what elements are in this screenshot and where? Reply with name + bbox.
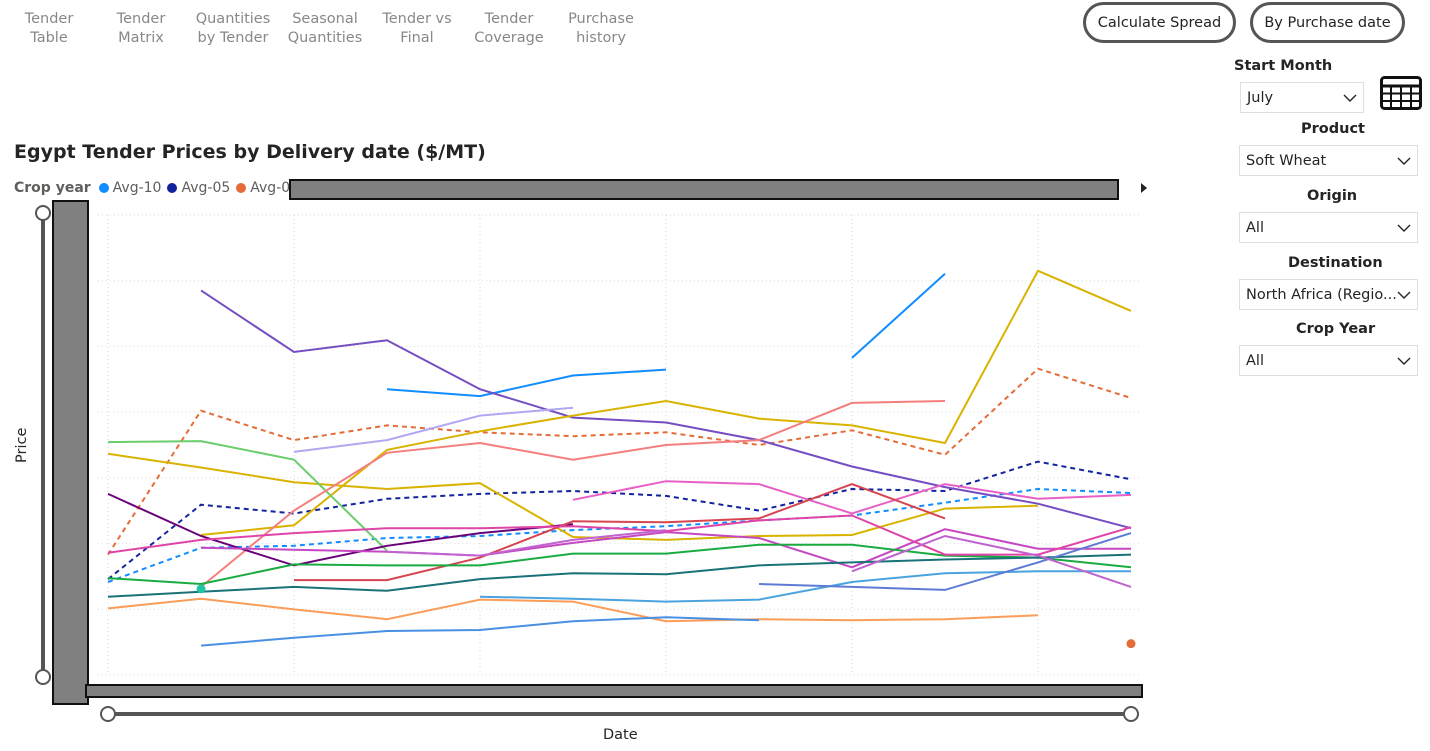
series-line-21[interactable]: [851, 534, 1132, 588]
series-line-15[interactable]: [107, 553, 1132, 598]
legend-label: Avg-03: [250, 180, 300, 196]
x-axis-title: Date: [603, 727, 638, 743]
calendar-table-icon[interactable]: [1380, 76, 1422, 110]
tab-line2: Final: [400, 30, 434, 46]
chevron-down-icon: [1397, 224, 1411, 232]
series-line-7[interactable]: [107, 440, 388, 552]
legend-dot: [167, 183, 178, 193]
start-month-value: July: [1247, 89, 1274, 106]
series-line-1[interactable]: [107, 460, 1132, 580]
series-line-11[interactable]: [107, 492, 574, 567]
tab-line2: Quantities: [287, 30, 363, 46]
legend-item[interactable]: Avg-03: [236, 180, 299, 196]
start-month-dropdown[interactable]: July: [1240, 82, 1364, 113]
series-line-3[interactable]: [851, 272, 946, 359]
data-point-marker-0[interactable]: [196, 584, 206, 594]
series-line-5[interactable]: [107, 452, 1039, 541]
chevron-down-icon: [1397, 291, 1411, 299]
series-line-20[interactable]: [200, 616, 760, 647]
tab-line1: Tender: [116, 11, 166, 27]
tab-seasonal-quantities[interactable]: Seasonal Quantities: [279, 10, 371, 48]
tab-line2: Table: [30, 30, 68, 46]
crop-year-dropdown[interactable]: All: [1239, 345, 1418, 376]
tab-line2: Coverage: [474, 30, 544, 46]
origin-dropdown[interactable]: All: [1239, 212, 1418, 243]
legend-label: Avg-10: [112, 180, 162, 196]
tab-quantities-by-tender[interactable]: Quantities by Tender: [187, 10, 279, 48]
legend-scrollbar[interactable]: [289, 179, 1119, 200]
y-range-slider[interactable]: [32, 203, 54, 687]
legend-label: Avg-05: [181, 180, 231, 196]
chart-title: Egypt Tender Prices by Delivery date ($/…: [14, 141, 486, 163]
series-line-13[interactable]: [200, 528, 1131, 569]
product-label: Product: [1301, 121, 1365, 137]
series-line-19[interactable]: [107, 597, 1039, 623]
tab-line1: Tender: [24, 11, 74, 27]
tab-line1: Tender vs: [382, 11, 452, 27]
tab-line2: by Tender: [197, 30, 269, 46]
destination-dropdown[interactable]: North Africa (Regio...: [1239, 279, 1418, 310]
tab-tender-vs-final[interactable]: Tender vs Final: [371, 10, 463, 48]
chevron-down-icon: [1397, 157, 1411, 165]
x-range-slider[interactable]: [98, 703, 1150, 725]
x-scrollbar[interactable]: [85, 684, 1143, 698]
chart-legend: Crop year Avg-10 Avg-05 Avg-03: [14, 180, 305, 196]
product-value: Soft Wheat: [1246, 152, 1327, 169]
legend-item[interactable]: Avg-10: [98, 180, 162, 196]
crop-year-value: All: [1246, 352, 1264, 369]
tab-tender-table[interactable]: Tender Table: [3, 10, 95, 48]
tab-line2: history: [576, 30, 626, 46]
legend-next-arrow-icon[interactable]: [1139, 182, 1149, 194]
legend-dot: [236, 183, 247, 193]
by-purchase-date-button[interactable]: By Purchase date: [1250, 2, 1405, 43]
series-line-8[interactable]: [200, 400, 946, 588]
data-point-marker-1[interactable]: [1126, 639, 1136, 649]
crop-year-label: Crop Year: [1296, 321, 1376, 337]
tab-line1: Quantities: [195, 11, 271, 27]
tab-tender-coverage[interactable]: Tender Coverage: [463, 10, 555, 48]
series-line-4[interactable]: [200, 289, 1132, 530]
series-line-12[interactable]: [294, 483, 946, 582]
series-line-2[interactable]: [107, 367, 1132, 556]
series-line-21[interactable]: [386, 529, 667, 557]
series-line-3[interactable]: [386, 368, 667, 398]
destination-value: North Africa (Regio...: [1246, 286, 1397, 303]
calculate-spread-button[interactable]: Calculate Spread: [1083, 2, 1236, 43]
series-line-14[interactable]: [107, 543, 1132, 586]
product-dropdown[interactable]: Soft Wheat: [1239, 145, 1418, 176]
series-line-6[interactable]: [200, 269, 1132, 536]
tab-line1: Seasonal: [292, 11, 358, 27]
legend-dot: [98, 183, 109, 193]
tab-tender-matrix[interactable]: Tender Matrix: [95, 10, 187, 48]
series-line-17[interactable]: [107, 514, 1132, 556]
destination-label: Destination: [1288, 255, 1383, 271]
tab-line1: Purchase: [568, 11, 634, 27]
series-line-18[interactable]: [758, 532, 1132, 591]
series-line-16[interactable]: [479, 570, 1131, 603]
tab-line1: Tender: [484, 11, 534, 27]
chevron-down-icon: [1343, 94, 1357, 102]
series-line-9[interactable]: [293, 406, 574, 453]
origin-label: Origin: [1307, 188, 1358, 204]
origin-value: All: [1246, 219, 1264, 236]
start-month-label: Start Month: [1234, 58, 1333, 74]
tab-line2: Matrix: [118, 30, 164, 46]
legend-title: Crop year: [14, 180, 91, 196]
legend-item[interactable]: Avg-05: [167, 180, 230, 196]
y-scrollbar[interactable]: [52, 200, 89, 705]
chevron-down-icon: [1397, 357, 1411, 365]
series-line-10[interactable]: [572, 480, 1132, 515]
tab-purchase-history[interactable]: Purchase history: [555, 10, 647, 48]
